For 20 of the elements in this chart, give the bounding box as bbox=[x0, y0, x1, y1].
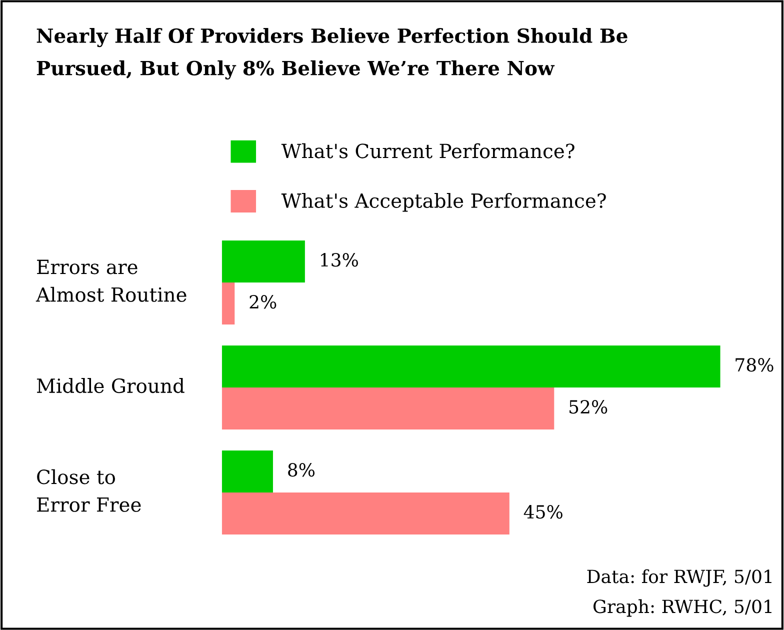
data-label: 52% bbox=[570, 400, 608, 414]
legend-label: What's Acceptable Performance? bbox=[281, 192, 606, 212]
y-tick-label: Close to Error Free bbox=[37, 469, 141, 512]
bar bbox=[222, 345, 720, 388]
y-tick-label: Middle Ground bbox=[36, 378, 184, 394]
data-label: 13% bbox=[321, 253, 358, 267]
chart-title: Nearly Half Of Providers Believe Perfection Should Be Pursued, But Only 8% Believe We’re There Now bbox=[36, 28, 628, 80]
bar bbox=[222, 387, 554, 430]
bar bbox=[222, 240, 305, 282]
data-label: 8% bbox=[288, 463, 315, 477]
text: Data: for RWJF, 5/01 bbox=[587, 569, 772, 587]
legend-label: What's Current Performance? bbox=[281, 143, 574, 158]
bar bbox=[222, 450, 273, 492]
bar bbox=[222, 282, 235, 324]
data-label: 78% bbox=[736, 358, 774, 372]
data-label: 2% bbox=[250, 295, 276, 309]
data-label: 45% bbox=[524, 505, 562, 519]
text: Graph: RWHC, 5/01 bbox=[594, 599, 772, 617]
y-tick-label: Errors are Almost Routine bbox=[36, 260, 186, 302]
bar bbox=[222, 492, 510, 534]
